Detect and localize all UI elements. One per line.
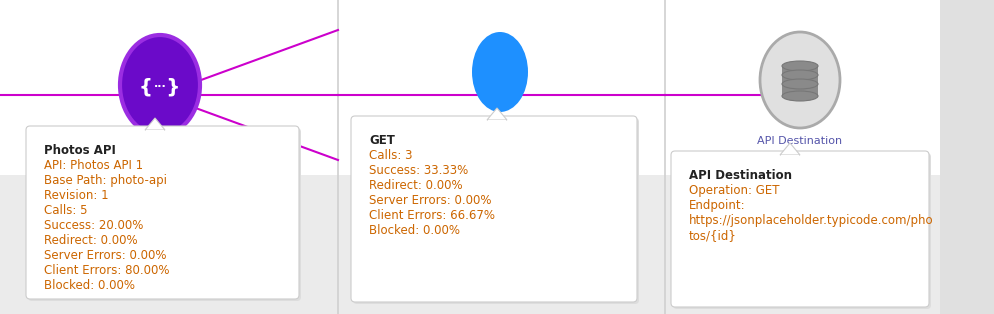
Text: Base Path: photo-api: Base Path: photo-api: [44, 174, 167, 187]
Text: Revision: 1: Revision: 1: [44, 189, 108, 202]
Bar: [782, 84, 818, 96]
Text: GET: GET: [369, 134, 395, 147]
Text: Photos API: Photos API: [44, 144, 116, 157]
Text: https://jsonplaceholder.typicode.com/pho: https://jsonplaceholder.typicode.com/pho: [689, 214, 933, 227]
Text: Redirect: 0.00%: Redirect: 0.00%: [44, 234, 137, 247]
Text: ···: ···: [154, 82, 166, 92]
Text: Client Errors: 66.67%: Client Errors: 66.67%: [369, 209, 495, 222]
Text: Calls: 5: Calls: 5: [44, 204, 87, 217]
Bar: [940, 0, 994, 314]
Text: Blocked: 0.00%: Blocked: 0.00%: [369, 224, 460, 237]
Text: Success: 20.00%: Success: 20.00%: [44, 219, 143, 232]
Text: Calls: 3: Calls: 3: [369, 149, 413, 162]
Text: Endpoint:: Endpoint:: [689, 199, 746, 212]
Bar: [782, 75, 818, 87]
Bar: [146, 130, 164, 133]
Ellipse shape: [782, 61, 818, 71]
Ellipse shape: [472, 32, 528, 112]
Text: Server Errors: 0.00%: Server Errors: 0.00%: [369, 194, 491, 207]
FancyBboxPatch shape: [351, 116, 637, 302]
Text: Client Errors: 80.00%: Client Errors: 80.00%: [44, 264, 170, 277]
Text: Blocked: 0.00%: Blocked: 0.00%: [44, 279, 135, 292]
Text: GET: GET: [489, 120, 511, 130]
Bar: [782, 66, 818, 78]
Bar: [488, 120, 506, 123]
FancyBboxPatch shape: [26, 126, 299, 299]
Text: Operation: GET: Operation: GET: [689, 184, 779, 197]
Ellipse shape: [782, 70, 818, 80]
Ellipse shape: [782, 91, 818, 101]
FancyBboxPatch shape: [353, 118, 639, 304]
Ellipse shape: [760, 32, 840, 128]
Text: Success: 33.33%: Success: 33.33%: [369, 164, 468, 177]
Text: Redirect: 0.00%: Redirect: 0.00%: [369, 179, 462, 192]
Text: API Destination: API Destination: [757, 136, 843, 146]
Text: API Destination: API Destination: [689, 169, 792, 182]
Polygon shape: [487, 108, 507, 120]
Bar: [0, 175, 994, 314]
Text: Server Errors: 0.00%: Server Errors: 0.00%: [44, 249, 167, 262]
Bar: [781, 155, 799, 158]
Ellipse shape: [782, 79, 818, 89]
FancyBboxPatch shape: [28, 128, 301, 301]
Polygon shape: [145, 118, 165, 130]
FancyBboxPatch shape: [671, 151, 929, 307]
Text: Photos API: Photos API: [130, 143, 189, 153]
Ellipse shape: [120, 35, 200, 135]
Polygon shape: [780, 143, 800, 155]
FancyBboxPatch shape: [673, 153, 931, 309]
Text: API: Photos API 1: API: Photos API 1: [44, 159, 143, 172]
Text: tos/{id}: tos/{id}: [689, 229, 737, 242]
Text: {  }: { }: [139, 78, 181, 96]
